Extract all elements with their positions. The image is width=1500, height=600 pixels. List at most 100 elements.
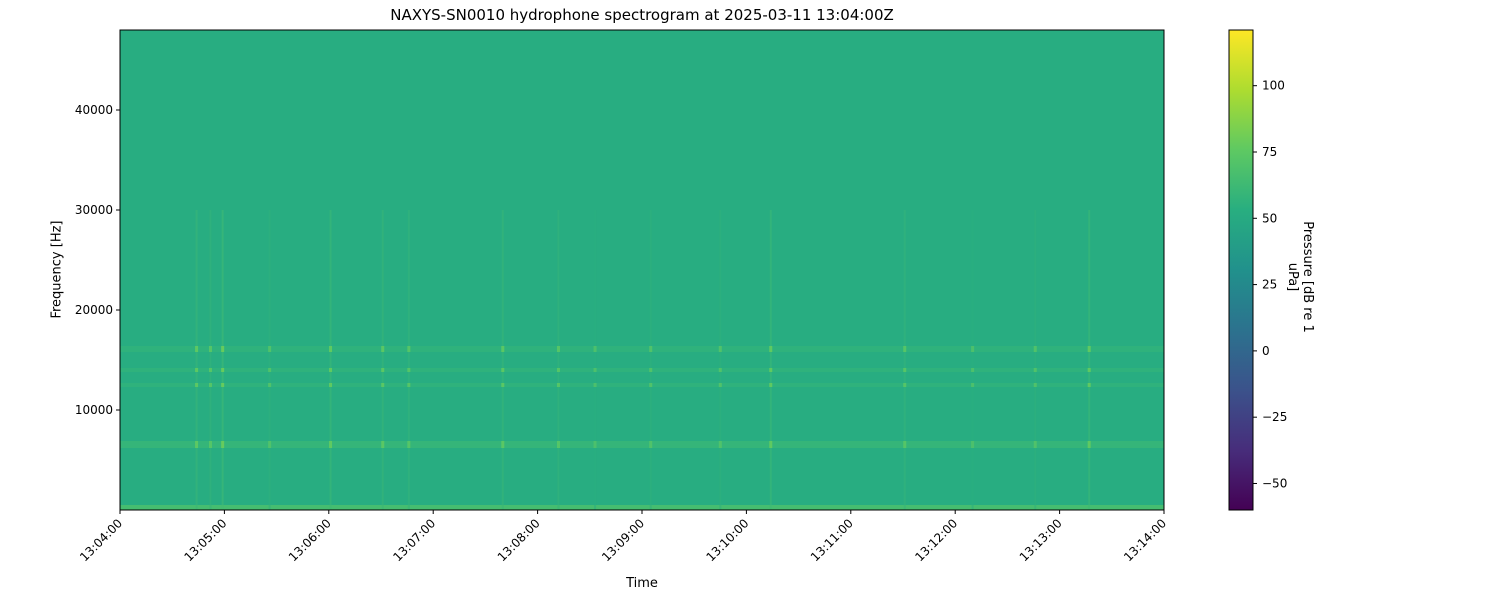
transient-event-band — [1033, 346, 1037, 352]
transient-event-band — [407, 441, 411, 448]
frequency-band — [120, 383, 1164, 387]
transient-event-band — [208, 346, 212, 352]
colorbar-tick-label: −25 — [1262, 410, 1287, 424]
spectrogram-image — [120, 30, 1164, 510]
x-tick-label: 13:06:00 — [286, 516, 334, 564]
transient-event-band — [329, 346, 333, 352]
colorbar-tick-label: 75 — [1262, 145, 1277, 159]
transient-event-band — [903, 441, 907, 448]
transient-event-band — [649, 368, 653, 372]
transient-event-band — [1033, 368, 1037, 372]
transient-event-band — [208, 441, 212, 448]
transient-event-band — [649, 383, 653, 387]
transient-event-band — [329, 441, 333, 448]
x-tick-label: 13:10:00 — [704, 516, 752, 564]
transient-event-band — [268, 346, 272, 352]
transient-event-column — [769, 210, 772, 510]
transient-event-column — [407, 210, 410, 510]
transient-event-band — [971, 383, 975, 387]
transient-event-band — [971, 441, 975, 448]
transient-event-band — [903, 346, 907, 352]
transient-event-band — [381, 441, 385, 448]
transient-event-band — [1033, 383, 1037, 387]
frequency-band — [120, 441, 1164, 448]
transient-event-band — [718, 383, 722, 387]
transient-event-column — [221, 210, 224, 510]
x-axis: 13:04:00 13:05:00 13:06:00 13:07:00 13:08:00… — [77, 510, 1169, 564]
transient-event-band — [649, 441, 653, 448]
transient-event-band — [501, 346, 505, 352]
transient-event-column — [195, 210, 198, 510]
transient-event-band — [221, 346, 225, 352]
colorbar-tick-label: 50 — [1262, 211, 1277, 225]
transient-event-band — [381, 346, 385, 352]
transient-event-column — [594, 210, 597, 510]
transient-event-band — [649, 346, 653, 352]
transient-event-band — [556, 368, 560, 372]
transient-event-band — [381, 383, 385, 387]
transient-event-band — [769, 441, 773, 448]
transient-event-column — [649, 210, 652, 510]
x-tick-label: 13:13:00 — [1017, 516, 1065, 564]
transient-event-band — [718, 346, 722, 352]
transient-event-band — [1087, 383, 1091, 387]
y-tick-label: 40000 — [75, 103, 113, 117]
transient-event-band — [1087, 346, 1091, 352]
x-tick-label: 13:07:00 — [390, 516, 438, 564]
y-tick-label: 10000 — [75, 403, 113, 417]
transient-event-band — [593, 383, 597, 387]
transient-event-band — [195, 346, 199, 352]
frequency-band — [120, 346, 1164, 352]
transient-event-band — [1087, 368, 1091, 372]
x-tick-label: 13:12:00 — [912, 516, 960, 564]
x-tick-label: 13:08:00 — [495, 516, 543, 564]
transient-event-column — [719, 210, 722, 510]
transient-event-band — [593, 441, 597, 448]
transient-event-band — [903, 383, 907, 387]
transient-event-column — [1034, 210, 1037, 510]
transient-event-band — [769, 368, 773, 372]
transient-event-band — [971, 368, 975, 372]
transient-event-column — [501, 210, 504, 510]
transient-event-column — [329, 210, 332, 510]
transient-event-band — [501, 383, 505, 387]
transient-event-band — [208, 383, 212, 387]
colorbar-tick-label: 0 — [1262, 344, 1270, 358]
transient-event-column — [268, 210, 271, 510]
colorbar-tick-label: −50 — [1262, 476, 1287, 490]
transient-event-band — [593, 346, 597, 352]
transient-event-band — [329, 368, 333, 372]
transient-event-band — [769, 346, 773, 352]
transient-event-column — [381, 210, 384, 510]
transient-event-band — [1033, 441, 1037, 448]
transient-event-band — [221, 441, 225, 448]
transient-event-column — [903, 210, 906, 510]
x-tick-label: 13:09:00 — [599, 516, 647, 564]
transient-event-band — [556, 346, 560, 352]
background-level — [120, 30, 1164, 510]
x-tick-label: 13:14:00 — [1121, 516, 1169, 564]
transient-event-band — [329, 383, 333, 387]
transient-event-band — [407, 383, 411, 387]
x-axis-label: Time — [626, 576, 658, 591]
transient-event-band — [195, 441, 199, 448]
transient-event-band — [407, 346, 411, 352]
transient-event-band — [971, 346, 975, 352]
colorbar-tick-label: 25 — [1262, 278, 1277, 292]
frequency-band — [120, 368, 1164, 372]
y-axis: 10000 20000 30000 40000 — [75, 103, 120, 417]
transient-event-column — [209, 210, 212, 510]
transient-event-band — [221, 368, 225, 372]
transient-event-band — [195, 368, 199, 372]
transient-event-band — [1087, 441, 1091, 448]
transient-event-band — [221, 383, 225, 387]
frequency-band — [120, 505, 1164, 510]
x-tick-label: 13:05:00 — [182, 516, 230, 564]
y-tick-label: 30000 — [75, 203, 113, 217]
transient-event-band — [769, 383, 773, 387]
transient-event-band — [407, 368, 411, 372]
transient-event-band — [268, 383, 272, 387]
transient-event-band — [556, 383, 560, 387]
transient-event-band — [268, 368, 272, 372]
